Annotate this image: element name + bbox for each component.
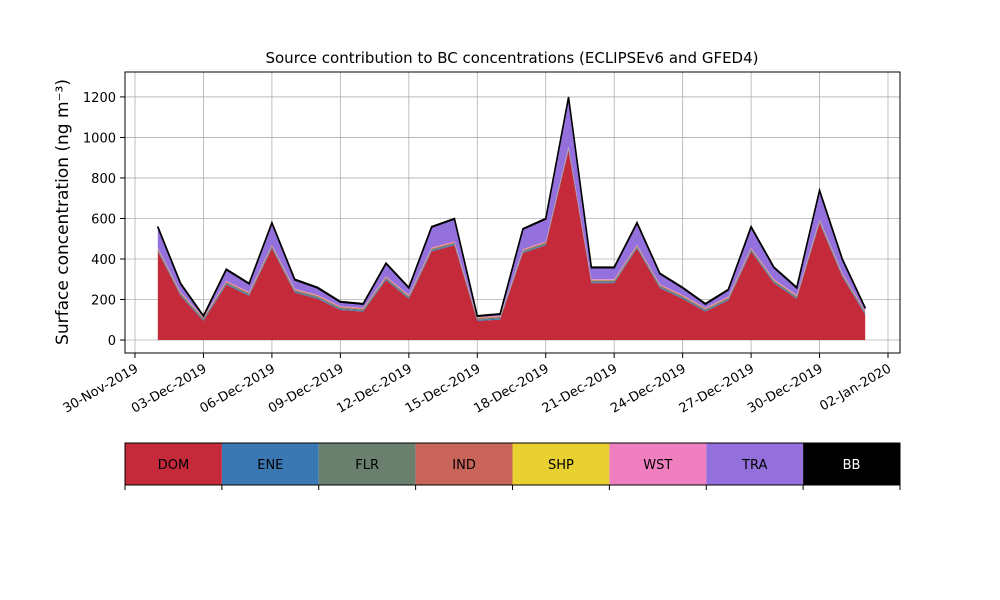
legend-swatch xyxy=(706,443,804,485)
x-tick-label: 18-Dec-2019 xyxy=(471,361,551,416)
legend-label: BB xyxy=(843,458,861,473)
area xyxy=(157,150,866,341)
legend-label: FLR xyxy=(355,458,379,473)
y-tick-label: 800 xyxy=(91,172,116,187)
y-tick-label: 400 xyxy=(91,253,116,268)
x-tick-label: 21-Dec-2019 xyxy=(540,361,620,416)
x-tick-label: 12-Dec-2019 xyxy=(334,361,414,416)
x-tick-label: 15-Dec-2019 xyxy=(403,361,483,416)
y-tick-label: 200 xyxy=(91,294,116,309)
x-tick-label: 30-Nov-2019 xyxy=(61,361,141,416)
chart-title: Source contribution to BC concentrations… xyxy=(265,49,758,67)
legend: DOM ENE FLR IND SHP WST TRA BB xyxy=(124,442,901,490)
plot-area xyxy=(125,72,900,353)
area xyxy=(157,96,866,318)
x-tick-label: 06-Dec-2019 xyxy=(198,361,278,416)
legend-swatch xyxy=(221,443,319,485)
legend-label: ENE xyxy=(257,458,283,473)
legend-swatch xyxy=(609,443,707,485)
legend-label: SHP xyxy=(548,458,574,473)
legend-swatch xyxy=(415,443,513,485)
legend-swatch xyxy=(318,443,416,485)
x-tick-label: 24-Dec-2019 xyxy=(608,361,688,416)
x-tick-label: 30-Dec-2019 xyxy=(745,361,825,416)
legend-swatch xyxy=(125,443,222,485)
y-tick-label: 1200 xyxy=(83,91,116,106)
legend-label: DOM xyxy=(158,458,189,473)
x-tick-label: 02-Jan-2020 xyxy=(817,361,894,414)
legend-label: IND xyxy=(452,458,476,473)
plot-frame xyxy=(124,71,901,354)
legend-swatch xyxy=(512,443,610,485)
x-tick-label: 27-Dec-2019 xyxy=(677,361,757,416)
legend-label: WST xyxy=(643,458,672,473)
y-tick-label: 600 xyxy=(91,212,116,227)
x-tick-label: 03-Dec-2019 xyxy=(129,361,209,416)
x-tick-label: 09-Dec-2019 xyxy=(266,361,346,416)
y-axis-label: Surface concentration (ng m⁻³) xyxy=(53,79,73,345)
y-tick-label: 0 xyxy=(108,334,116,349)
legend-label: TRA xyxy=(741,458,767,473)
y-tick-label: 1000 xyxy=(83,131,116,146)
legend-swatch xyxy=(803,443,900,485)
